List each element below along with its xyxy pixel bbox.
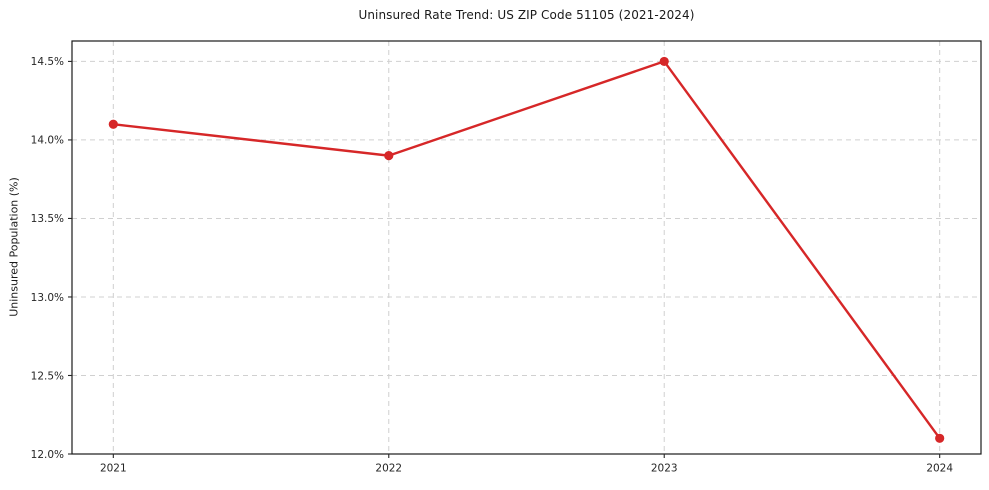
x-tick-label: 2022 xyxy=(375,463,402,475)
y-tick-label: 13.5% xyxy=(31,213,64,225)
x-tick-label: 2024 xyxy=(926,463,953,475)
plot-area xyxy=(72,41,981,454)
x-tick-label: 2021 xyxy=(100,463,127,475)
data-point xyxy=(108,119,118,129)
data-point xyxy=(384,151,394,161)
y-tick-label: 14.5% xyxy=(31,56,64,68)
x-tick-label: 2023 xyxy=(651,463,678,475)
chart-title: Uninsured Rate Trend: US ZIP Code 51105 … xyxy=(358,8,695,22)
trend-line xyxy=(112,60,941,440)
data-point xyxy=(659,56,669,67)
y-tick-label: 12.5% xyxy=(31,370,64,382)
y-tick-label: 13.0% xyxy=(31,292,64,304)
y-tick-label: 14.0% xyxy=(31,135,64,147)
data-point xyxy=(935,433,945,443)
axes-frame xyxy=(71,40,982,455)
y-tick-label: 12.0% xyxy=(31,449,64,461)
